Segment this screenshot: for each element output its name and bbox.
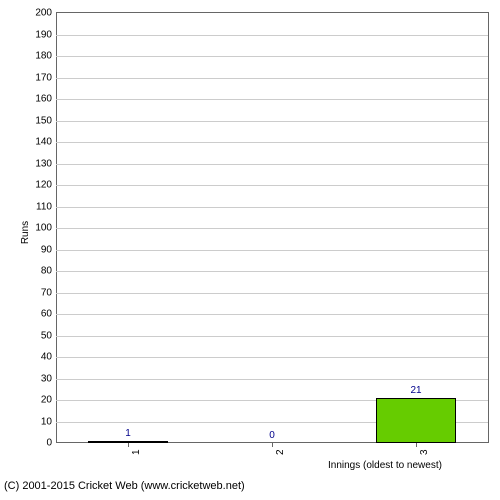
plot-area: 0102030405060708090100110120130140150160… — [56, 12, 489, 443]
y-tick-label: 150 — [35, 115, 56, 126]
y-tick-label: 30 — [41, 373, 56, 384]
x-tick-mark — [272, 443, 273, 447]
bar-value-label: 0 — [269, 430, 275, 441]
gridline — [56, 164, 488, 165]
gridline — [56, 228, 488, 229]
y-tick-label: 70 — [41, 287, 56, 298]
x-tick-label: 3 — [419, 449, 430, 455]
x-tick-mark — [128, 443, 129, 447]
y-tick-label: 160 — [35, 94, 56, 105]
gridline — [56, 314, 488, 315]
y-tick-label: 140 — [35, 137, 56, 148]
y-tick-label: 120 — [35, 180, 56, 191]
y-tick-label: 80 — [41, 266, 56, 277]
y-tick-label: 100 — [35, 223, 56, 234]
copyright-text: (C) 2001-2015 Cricket Web (www.cricketwe… — [4, 480, 245, 492]
y-tick-label: 200 — [35, 8, 56, 19]
gridline — [56, 185, 488, 186]
y-tick-label: 0 — [46, 438, 56, 449]
gridline — [56, 207, 488, 208]
gridline — [56, 271, 488, 272]
y-tick-label: 110 — [36, 201, 56, 212]
gridline — [56, 35, 488, 36]
gridline — [56, 250, 488, 251]
bar-value-label: 1 — [125, 428, 131, 439]
y-tick-label: 60 — [41, 309, 56, 320]
gridline — [56, 121, 488, 122]
x-tick-label: 1 — [131, 449, 142, 455]
chart-container: 0102030405060708090100110120130140150160… — [0, 0, 500, 500]
gridline — [56, 142, 488, 143]
gridline — [56, 99, 488, 100]
y-tick-label: 180 — [35, 51, 56, 62]
y-tick-label: 90 — [41, 244, 56, 255]
y-tick-label: 20 — [41, 395, 56, 406]
gridline — [56, 336, 488, 337]
y-tick-label: 130 — [35, 158, 56, 169]
gridline — [56, 78, 488, 79]
gridline — [56, 293, 488, 294]
y-tick-label: 40 — [41, 352, 56, 363]
y-tick-label: 170 — [35, 72, 56, 83]
gridline — [56, 379, 488, 380]
x-tick-label: 2 — [275, 449, 286, 455]
y-axis-title: Runs — [20, 221, 31, 244]
bar — [376, 398, 455, 443]
gridline — [56, 357, 488, 358]
y-tick-label: 50 — [41, 330, 56, 341]
y-tick-label: 10 — [41, 416, 56, 427]
bar-value-label: 21 — [410, 385, 421, 396]
y-tick-label: 190 — [35, 29, 56, 40]
x-tick-mark — [416, 443, 417, 447]
gridline — [56, 56, 488, 57]
x-axis-title: Innings (oldest to newest) — [328, 460, 442, 471]
